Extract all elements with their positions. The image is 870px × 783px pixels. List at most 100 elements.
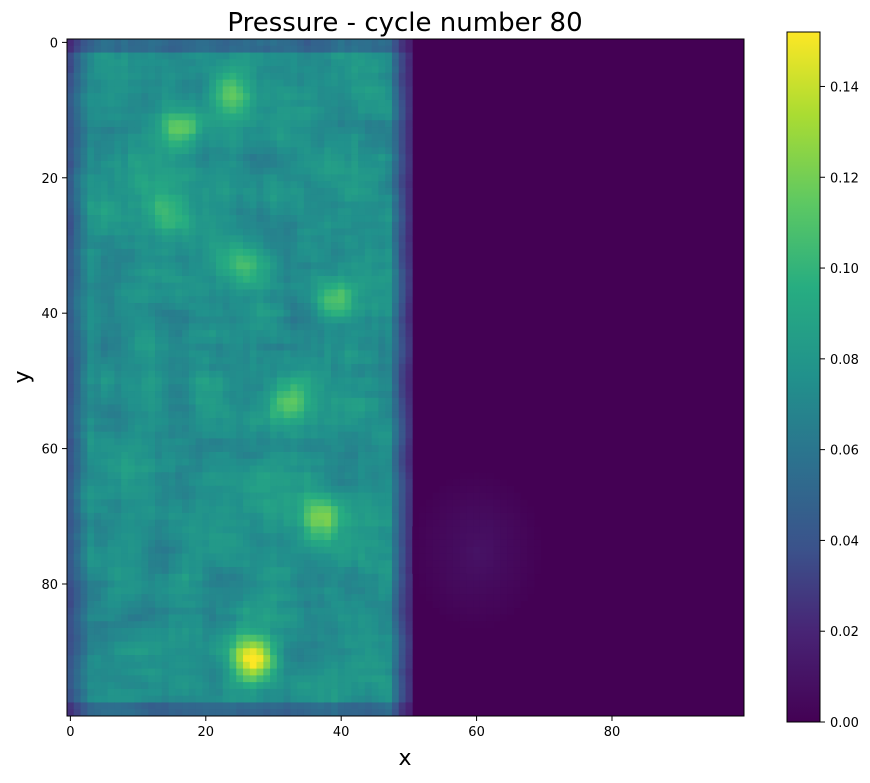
heatmap-cell bbox=[310, 526, 318, 534]
heatmap-cell bbox=[94, 59, 102, 67]
heatmap-cell bbox=[127, 140, 136, 148]
heatmap-cell bbox=[114, 431, 122, 439]
heatmap-cell bbox=[127, 303, 136, 311]
heatmap-cell bbox=[263, 228, 271, 236]
heatmap-cell bbox=[283, 472, 291, 480]
heatmap-cell bbox=[385, 533, 393, 541]
heatmap-cell bbox=[398, 594, 406, 602]
heatmap-cell bbox=[175, 160, 183, 169]
heatmap-cell bbox=[364, 269, 373, 277]
heatmap-cell bbox=[195, 66, 203, 74]
heatmap-cell bbox=[263, 614, 271, 622]
heatmap-cell bbox=[337, 269, 345, 277]
heatmap-cell bbox=[385, 316, 393, 324]
heatmap-cell bbox=[385, 451, 393, 460]
heatmap-cell bbox=[94, 418, 102, 426]
heatmap-cell bbox=[222, 187, 230, 196]
heatmap-cell bbox=[391, 323, 400, 331]
heatmap-cell bbox=[317, 363, 325, 372]
heatmap-cell bbox=[303, 242, 312, 250]
heatmap-cell bbox=[290, 289, 298, 297]
heatmap-cell bbox=[419, 533, 427, 541]
heatmap-cell bbox=[175, 215, 183, 223]
heatmap-cell bbox=[67, 594, 75, 602]
heatmap-cell bbox=[188, 391, 197, 399]
heatmap-cell bbox=[87, 59, 95, 67]
heatmap-cell bbox=[452, 573, 461, 581]
heatmap-cell bbox=[94, 39, 102, 47]
heatmap-cell bbox=[493, 519, 501, 527]
heatmap-cell bbox=[107, 451, 115, 460]
heatmap-cell bbox=[344, 133, 352, 141]
heatmap-cell bbox=[378, 72, 386, 81]
heatmap-cell bbox=[371, 269, 379, 277]
heatmap-cell bbox=[195, 275, 203, 284]
heatmap-cell bbox=[534, 546, 542, 554]
heatmap-cell bbox=[290, 154, 298, 162]
heatmap-cell bbox=[80, 262, 88, 270]
heatmap-cell bbox=[121, 201, 129, 209]
heatmap-cell bbox=[276, 533, 285, 541]
heatmap-cell bbox=[249, 634, 257, 642]
heatmap-cell bbox=[94, 120, 102, 128]
heatmap-cell bbox=[391, 607, 400, 615]
heatmap-cell bbox=[195, 641, 203, 649]
heatmap-cell bbox=[385, 512, 393, 521]
heatmap-cell bbox=[243, 479, 251, 487]
heatmap-cell bbox=[358, 499, 366, 507]
heatmap-cell bbox=[215, 458, 224, 466]
heatmap-cell bbox=[134, 174, 142, 182]
heatmap-cell bbox=[405, 458, 413, 466]
heatmap-cell bbox=[378, 167, 386, 175]
heatmap-cell bbox=[378, 357, 386, 365]
heatmap-cell bbox=[236, 607, 244, 615]
heatmap-cell bbox=[331, 526, 339, 534]
heatmap-cell bbox=[317, 289, 325, 297]
heatmap-cell bbox=[155, 533, 163, 541]
heatmap-cell bbox=[175, 634, 183, 642]
heatmap-cell bbox=[236, 357, 244, 365]
heatmap-cell bbox=[209, 465, 217, 473]
heatmap-cell bbox=[161, 99, 169, 108]
heatmap-cell bbox=[94, 66, 102, 74]
heatmap-cell bbox=[73, 445, 81, 453]
heatmap-cell bbox=[263, 418, 271, 426]
heatmap-cell bbox=[87, 316, 95, 324]
heatmap-cell bbox=[100, 215, 109, 223]
heatmap-cell bbox=[229, 560, 237, 568]
heatmap-cell bbox=[378, 228, 386, 236]
heatmap-cell bbox=[310, 303, 318, 311]
heatmap-cell bbox=[73, 303, 81, 311]
heatmap-cell bbox=[398, 567, 406, 575]
heatmap-cell bbox=[202, 600, 210, 609]
heatmap-cell bbox=[337, 539, 345, 548]
heatmap-cell bbox=[398, 289, 406, 297]
heatmap-cell bbox=[155, 59, 163, 67]
heatmap-cell bbox=[364, 600, 373, 609]
heatmap-cell bbox=[94, 587, 102, 595]
heatmap-cell bbox=[310, 465, 318, 473]
heatmap-cell bbox=[202, 594, 210, 602]
heatmap-cell bbox=[87, 512, 95, 521]
heatmap-cell bbox=[236, 181, 244, 189]
heatmap-cell bbox=[87, 52, 95, 60]
heatmap-cell bbox=[121, 370, 129, 378]
heatmap-cell bbox=[324, 363, 332, 372]
heatmap-cell bbox=[243, 255, 251, 263]
heatmap-cell bbox=[371, 519, 379, 527]
heatmap-cell bbox=[215, 201, 224, 209]
heatmap-cell bbox=[67, 181, 75, 189]
heatmap-cell bbox=[215, 533, 224, 541]
heatmap-cell bbox=[310, 418, 318, 426]
heatmap-cell bbox=[67, 567, 75, 575]
heatmap-cell bbox=[290, 546, 298, 554]
heatmap-cell bbox=[249, 506, 257, 514]
heatmap-cell bbox=[371, 66, 379, 74]
heatmap-cell bbox=[358, 438, 366, 446]
heatmap-cell bbox=[270, 289, 278, 297]
heatmap-cell bbox=[398, 282, 406, 290]
heatmap-cell bbox=[148, 627, 156, 636]
heatmap-cell bbox=[344, 39, 352, 47]
heatmap-cell bbox=[337, 438, 345, 446]
heatmap-cell bbox=[500, 526, 508, 534]
